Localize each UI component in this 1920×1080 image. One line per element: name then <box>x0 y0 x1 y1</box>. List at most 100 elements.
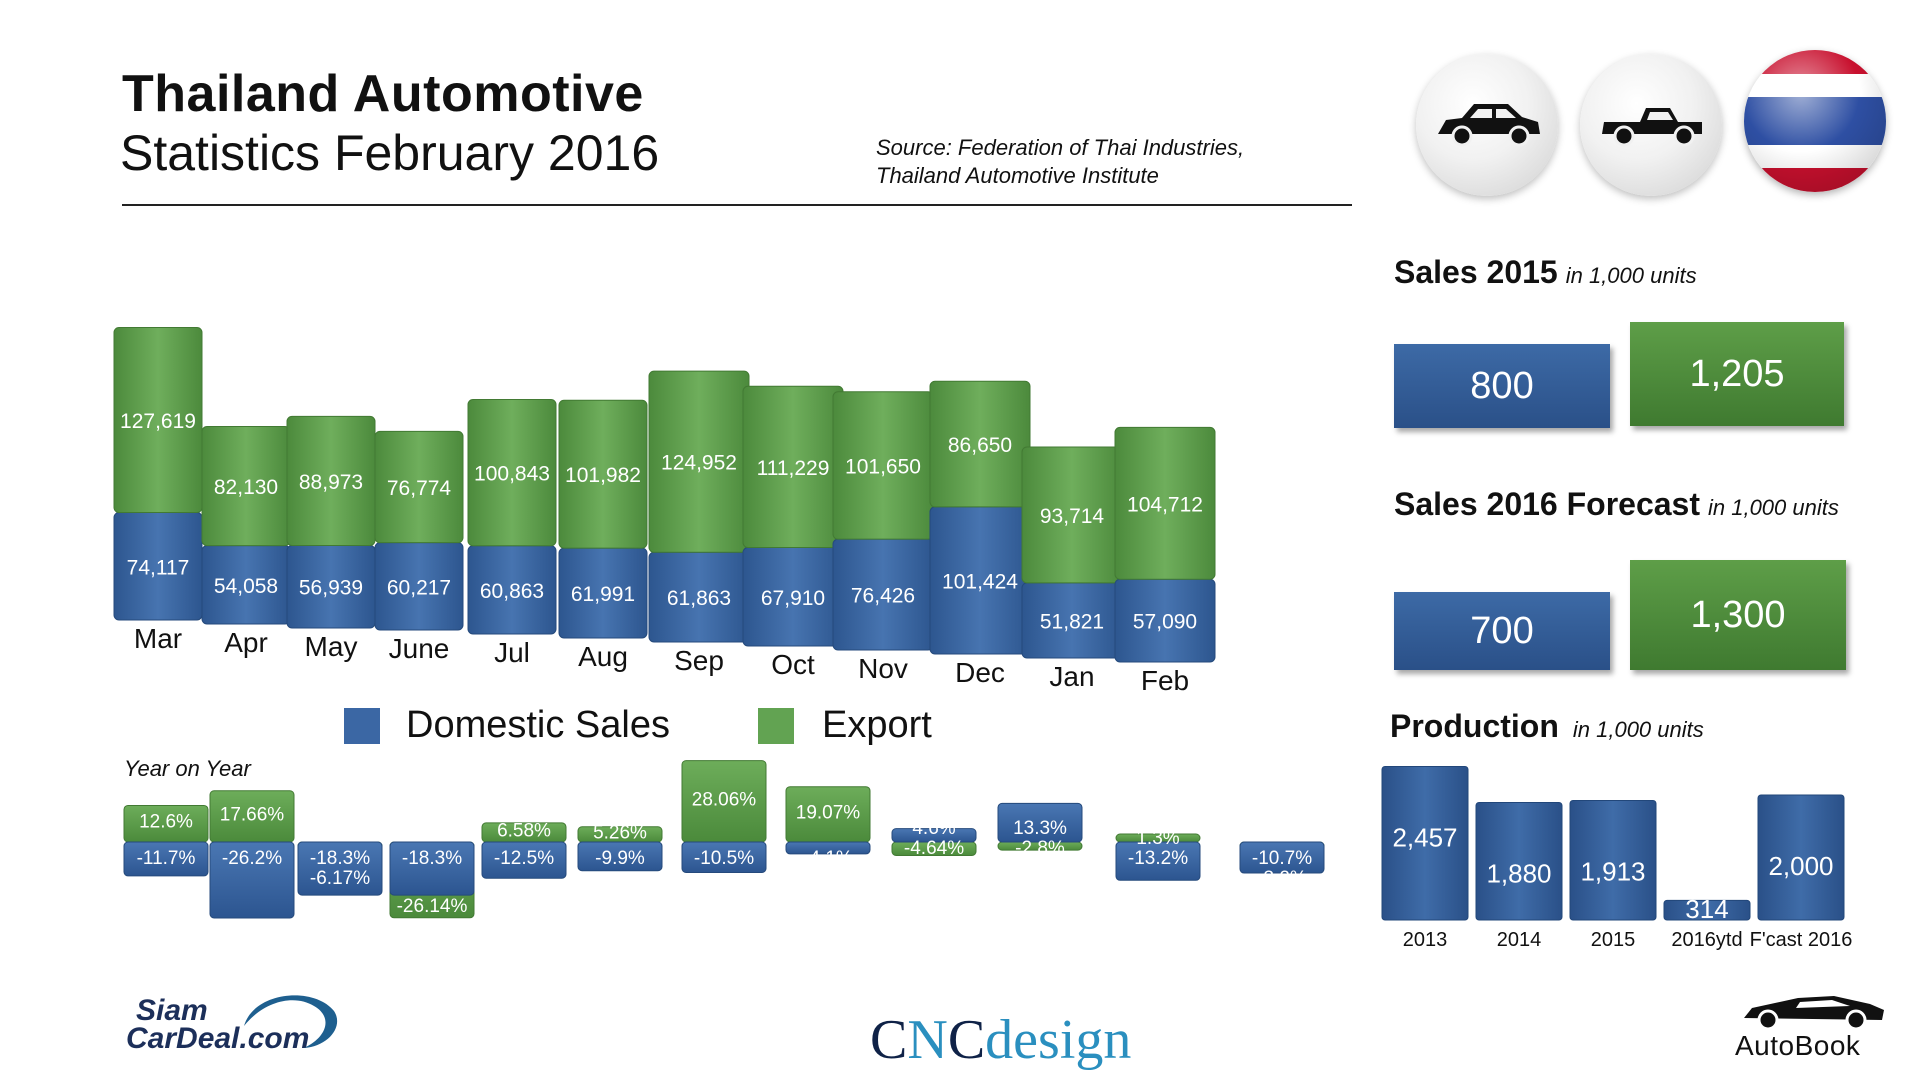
production-bar-3 <box>1663 899 1751 921</box>
production-year-3: 2016ytd <box>1671 929 1742 951</box>
title-divider <box>122 204 1352 206</box>
cnc-design-logo: CNCdesign <box>870 1008 1131 1072</box>
production-title: Production in 1,000 units <box>1390 708 1704 745</box>
production-chart: 2,457 2013 1,880 2014 1,913 2015 314 2016ytd 2,0… <box>1381 765 1853 951</box>
yoy-export-label-apr: 17.66% <box>220 804 285 825</box>
production-year-2: 2015 <box>1591 929 1636 951</box>
domestic-label-sep: 61,863 <box>667 587 731 610</box>
export-label-nov: 101,650 <box>845 455 921 478</box>
sales-2016-title-text: Sales 2016 Forecast <box>1394 486 1700 522</box>
export-label-sep: 124,952 <box>661 452 737 475</box>
legend-domestic-label: Domestic Sales <box>406 704 670 746</box>
production-year-0: 2013 <box>1403 929 1448 951</box>
cnc-logo-c1: C <box>870 1009 908 1071</box>
yoy-domestic-bar-sep <box>681 841 767 873</box>
export-label-aug: 101,982 <box>565 464 641 487</box>
export-label-oct: 111,229 <box>757 457 830 480</box>
domestic-label-nov: 76,426 <box>851 585 915 608</box>
yoy-export-label-oct: 19.07% <box>796 802 861 823</box>
yoy-export-label-june: -26.14% <box>397 896 468 917</box>
yoy-domestic-bar-jul <box>481 841 567 879</box>
cnc-logo-c2: C <box>947 1009 986 1071</box>
export-label-june: 76,774 <box>387 477 452 500</box>
cnc-logo-design: design <box>985 1009 1132 1071</box>
production-bar-2 <box>1569 799 1657 921</box>
yoy-domestic-label-apr: -26.2% <box>222 848 282 869</box>
export-bar-jul <box>467 399 557 547</box>
yoy-domestic-bar-oct <box>785 841 871 855</box>
car-icon-badge <box>1416 54 1558 196</box>
month-label-apr: Apr <box>224 627 268 658</box>
legend-domestic-swatch <box>344 708 380 744</box>
export-bar-aug <box>558 399 648 549</box>
sales-2015-export-value: 1,205 <box>1630 322 1844 426</box>
domestic-label-apr: 54,058 <box>214 575 278 598</box>
page-title: Thailand Automotive <box>122 65 644 123</box>
monthly-sales-chart: 74,117 127,619 Mar 54,058 82,130 Apr 56,939 88,… <box>113 326 1216 696</box>
yoy-domestic-label-jul: -12.5% <box>494 848 554 869</box>
export-label-dec: 86,650 <box>948 434 1012 457</box>
export-label-jul: 100,843 <box>474 463 550 486</box>
production-year-1: 2014 <box>1497 929 1542 951</box>
production-bar-0 <box>1381 765 1469 921</box>
yoy-domestic-label-mar: -11.7% <box>137 848 196 869</box>
sales-2015-title-text: Sales 2015 <box>1394 254 1558 290</box>
yoy-export-label-mar: 12.6% <box>139 812 193 833</box>
export-label-may: 88,973 <box>299 471 363 494</box>
sales-2016-unit: in 1,000 units <box>1707 495 1839 520</box>
export-label-apr: 82,130 <box>214 476 278 499</box>
yoy-export-label-may: -6.17% <box>310 868 370 889</box>
siam-logo-line1: Siam <box>136 994 208 1027</box>
export-bar-dec <box>929 380 1031 508</box>
yoy-chart-title: Year on Year <box>124 756 251 781</box>
production-unit: in 1,000 units <box>1572 717 1704 742</box>
domestic-label-dec: 101,424 <box>942 570 1018 593</box>
month-label-jan: Jan <box>1049 661 1094 692</box>
yoy-domestic-bar-aug <box>577 841 663 872</box>
domestic-label-may: 56,939 <box>299 577 363 600</box>
legend-export-label: Export <box>822 704 932 746</box>
domestic-label-oct: 67,910 <box>761 587 825 610</box>
production-value-4: 2,000 <box>1768 851 1833 881</box>
siam-cardeal-logo: Siam CarDeal.com <box>126 994 338 1056</box>
export-label-feb: 104,712 <box>1127 493 1203 516</box>
domestic-label-feb: 57,090 <box>1133 611 1197 634</box>
sales-2015-domestic-value: 800 <box>1394 344 1610 428</box>
month-label-aug: Aug <box>578 641 628 672</box>
source-line-1: Source: Federation of Thai Industries, <box>876 135 1245 160</box>
swoosh-icon <box>244 995 338 1048</box>
yoy-export-label-dec: -2.8% <box>1015 838 1065 859</box>
export-bar-feb <box>1114 426 1216 580</box>
yoy-domestic-label-feb: -10.7% <box>1252 848 1312 869</box>
sales-2016-domestic-value: 700 <box>1394 592 1610 670</box>
source-note: Source: Federation of Thai Industries, T… <box>876 134 1244 190</box>
month-label-nov: Nov <box>858 653 908 684</box>
production-value-0: 2,457 <box>1392 822 1457 852</box>
yoy-export-label-jul: 6.58% <box>497 820 551 841</box>
domestic-label-jul: 60,863 <box>480 580 544 603</box>
yoy-domestic-bar-june <box>389 841 475 896</box>
yoy-export-label-jan: 1.3% <box>1136 828 1179 849</box>
production-value-1: 1,880 <box>1486 859 1551 889</box>
export-bar-june <box>374 430 464 544</box>
yoy-domestic-bar-may <box>297 841 383 896</box>
page-subtitle: Statistics February 2016 <box>120 125 660 181</box>
yoy-domestic-label-jan: -13.2% <box>1128 848 1188 869</box>
month-label-oct: Oct <box>771 649 815 680</box>
production-bar-1 <box>1475 802 1563 921</box>
production-value-2: 1,913 <box>1580 856 1645 886</box>
yoy-domestic-bar-mar <box>123 841 209 877</box>
yoy-domestic-label-oct: -4.1% <box>803 848 853 869</box>
domestic-label-aug: 61,991 <box>571 583 635 606</box>
sales-2015-unit: in 1,000 units <box>1565 263 1697 288</box>
month-label-may: May <box>305 631 358 662</box>
yoy-domestic-label-sep: -10.5% <box>694 848 754 869</box>
month-label-jul: Jul <box>494 637 530 668</box>
yoy-domestic-bar-jan <box>1115 841 1201 881</box>
production-year-4: F'cast 2016 <box>1750 929 1853 951</box>
cnc-logo-n: N <box>907 1009 948 1071</box>
domestic-label-jan: 51,821 <box>1040 610 1104 633</box>
legend-export-swatch <box>758 708 794 744</box>
sales-2015-title: Sales 2015 in 1,000 units <box>1394 254 1697 291</box>
sales-2016-title: Sales 2016 Forecast in 1,000 units <box>1394 486 1839 523</box>
